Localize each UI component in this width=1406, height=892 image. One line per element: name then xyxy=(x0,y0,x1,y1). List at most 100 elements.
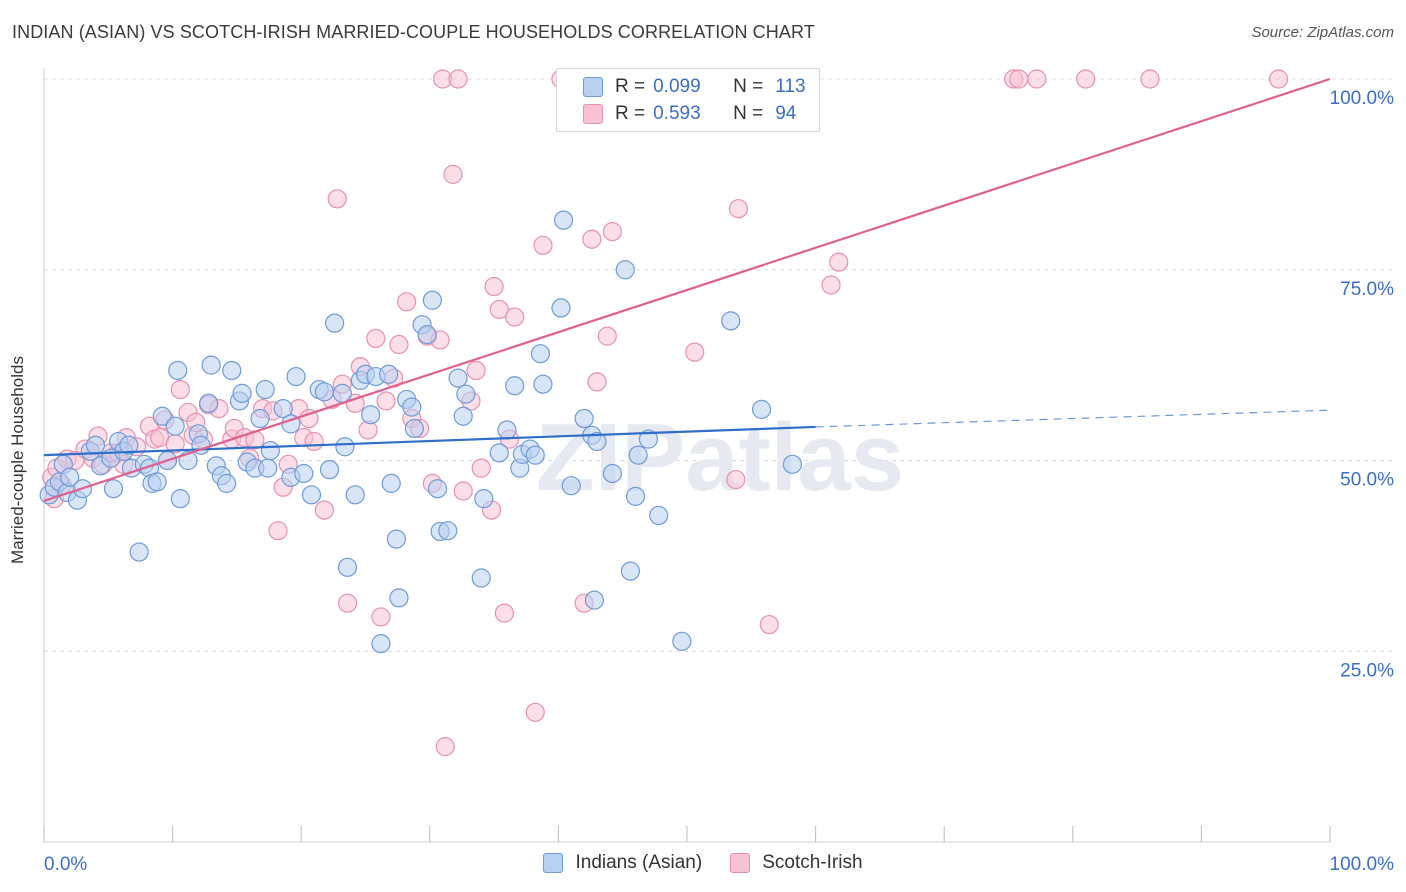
indians-asian-point xyxy=(649,505,669,526)
scotch-irish-point xyxy=(453,481,473,501)
scotch-irish-point xyxy=(304,431,324,452)
scotch-irish-point xyxy=(597,326,617,346)
gridlines xyxy=(44,78,1394,652)
indians-asian-point xyxy=(782,454,803,474)
scotch-irish-point xyxy=(435,737,455,757)
indians-asian-point xyxy=(201,355,221,375)
indians-asian-point xyxy=(551,298,571,318)
indians-asian-point xyxy=(404,418,424,439)
indians-asian-point xyxy=(258,458,278,478)
indians-asian-point xyxy=(273,399,293,419)
legend-row-scotch-irish: R = 0.593 N = 94 xyxy=(583,103,796,125)
indians-asian-point xyxy=(602,463,623,484)
scotch-irish-point xyxy=(602,222,623,242)
indians-asian-point xyxy=(574,408,594,429)
legend-swatch-blue xyxy=(543,853,564,873)
scotch-irish-point xyxy=(327,189,347,209)
indians-asian-point xyxy=(625,486,646,506)
legend-row-indians: R = 0.099 N = 113 xyxy=(583,76,806,98)
scotch-irish-point xyxy=(371,607,391,627)
scotch-irish-point xyxy=(345,393,365,413)
scotch-irish-point xyxy=(821,275,841,295)
legend-r-label: R = xyxy=(615,103,646,124)
indians-asian-point xyxy=(345,485,365,505)
indians-asian-point xyxy=(638,429,659,449)
scotch-irish-point xyxy=(587,372,607,392)
legend-n-value: 113 xyxy=(775,76,806,97)
scotch-irish-point xyxy=(489,299,509,320)
y-axis-label: Married-couple Households xyxy=(8,356,27,564)
scotch-irish-point xyxy=(533,235,553,255)
scotch-irish-point xyxy=(389,334,409,355)
indians-asian-point xyxy=(381,473,401,493)
indians-asian-point xyxy=(453,406,473,426)
indians-asian-point xyxy=(422,290,442,310)
indians-asian-point xyxy=(533,374,553,394)
indians-asian-point xyxy=(389,588,409,608)
indians-asian-point xyxy=(222,360,242,381)
indians-asian-point xyxy=(751,399,772,419)
indians-asian-point xyxy=(620,561,641,581)
indians-asian-point xyxy=(60,467,80,487)
indians-asian-point xyxy=(386,529,406,549)
y-tick-label: 75.0% xyxy=(1340,279,1394,300)
scotch-irish-point xyxy=(1009,69,1029,89)
legend-r-label: R = xyxy=(615,76,646,97)
series-legend: Indians (Asian) Scotch-Irish xyxy=(0,852,1406,874)
indians-asian-point xyxy=(199,393,219,413)
scotch-irish-point xyxy=(314,500,334,520)
indians-asian-points xyxy=(39,210,803,654)
indians-asian-point xyxy=(471,568,491,588)
scotch-irish-point xyxy=(759,614,779,635)
indians-asian-point xyxy=(286,366,306,387)
scotch-irish-point xyxy=(1076,69,1096,89)
indians-asian-point xyxy=(474,489,494,509)
indians-asian-point xyxy=(250,408,270,429)
scotch-irish-point xyxy=(448,69,468,89)
indians-trend-line xyxy=(43,425,816,457)
indians-asian-point xyxy=(325,313,345,333)
indians-asian-point xyxy=(129,542,149,562)
x-tick-label-right: 100.0% xyxy=(1330,854,1395,875)
legend-n-label: N = xyxy=(733,103,764,124)
trend-lines xyxy=(43,77,1331,502)
scotch-irish-point xyxy=(726,469,746,490)
indians-asian-point xyxy=(721,311,741,331)
indians-asian-point xyxy=(319,460,340,480)
indians-trend-extension xyxy=(815,409,1331,428)
legend-n-value: 94 xyxy=(775,103,797,124)
indians-asian-point xyxy=(615,260,635,280)
stats-legend: R = 0.099 N = 113 R = 0.593 N = 94 xyxy=(556,68,820,132)
scotch-irish-point xyxy=(299,408,319,429)
scotch-irish-point xyxy=(443,164,463,184)
scotch-irish-point xyxy=(366,328,386,349)
scotch-irish-point xyxy=(829,252,849,272)
indians-asian-point xyxy=(361,405,381,425)
chart-title: INDIAN (ASIAN) VS SCOTCH-IRISH MARRIED-C… xyxy=(12,22,815,42)
x-tick-label-left: 0.0% xyxy=(44,854,87,875)
indians-asian-point xyxy=(489,443,509,463)
scotch-irish-point xyxy=(268,521,288,541)
y-tick-label: 25.0% xyxy=(1340,660,1394,681)
scotch-irish-point xyxy=(505,307,525,327)
indians-asian-point xyxy=(165,416,185,436)
indians-asian-point xyxy=(217,473,237,493)
indians-asian-point xyxy=(147,472,167,492)
indians-asian-point xyxy=(85,435,106,455)
legend-item-indians[interactable]: Indians (Asian) xyxy=(543,852,702,874)
scotch-irish-point xyxy=(471,458,491,478)
indians-asian-point xyxy=(168,360,188,381)
indians-asian-point xyxy=(628,445,648,465)
legend-item-scotch-irish[interactable]: Scotch-Irish xyxy=(730,852,863,874)
scotch-irish-point xyxy=(466,360,486,381)
indians-asian-point xyxy=(119,435,139,455)
indians-asian-point xyxy=(505,376,525,396)
indians-asian-point xyxy=(232,383,252,403)
indians-asian-point xyxy=(530,344,550,364)
indians-asian-point xyxy=(497,420,517,440)
legend-label-indians: Indians (Asian) xyxy=(575,852,703,873)
y-tick-labels: 25.0% 50.0% 75.0% 100.0% xyxy=(1330,88,1395,681)
legend-r-value: 0.593 xyxy=(653,103,701,124)
scotch-irish-point xyxy=(484,276,504,297)
